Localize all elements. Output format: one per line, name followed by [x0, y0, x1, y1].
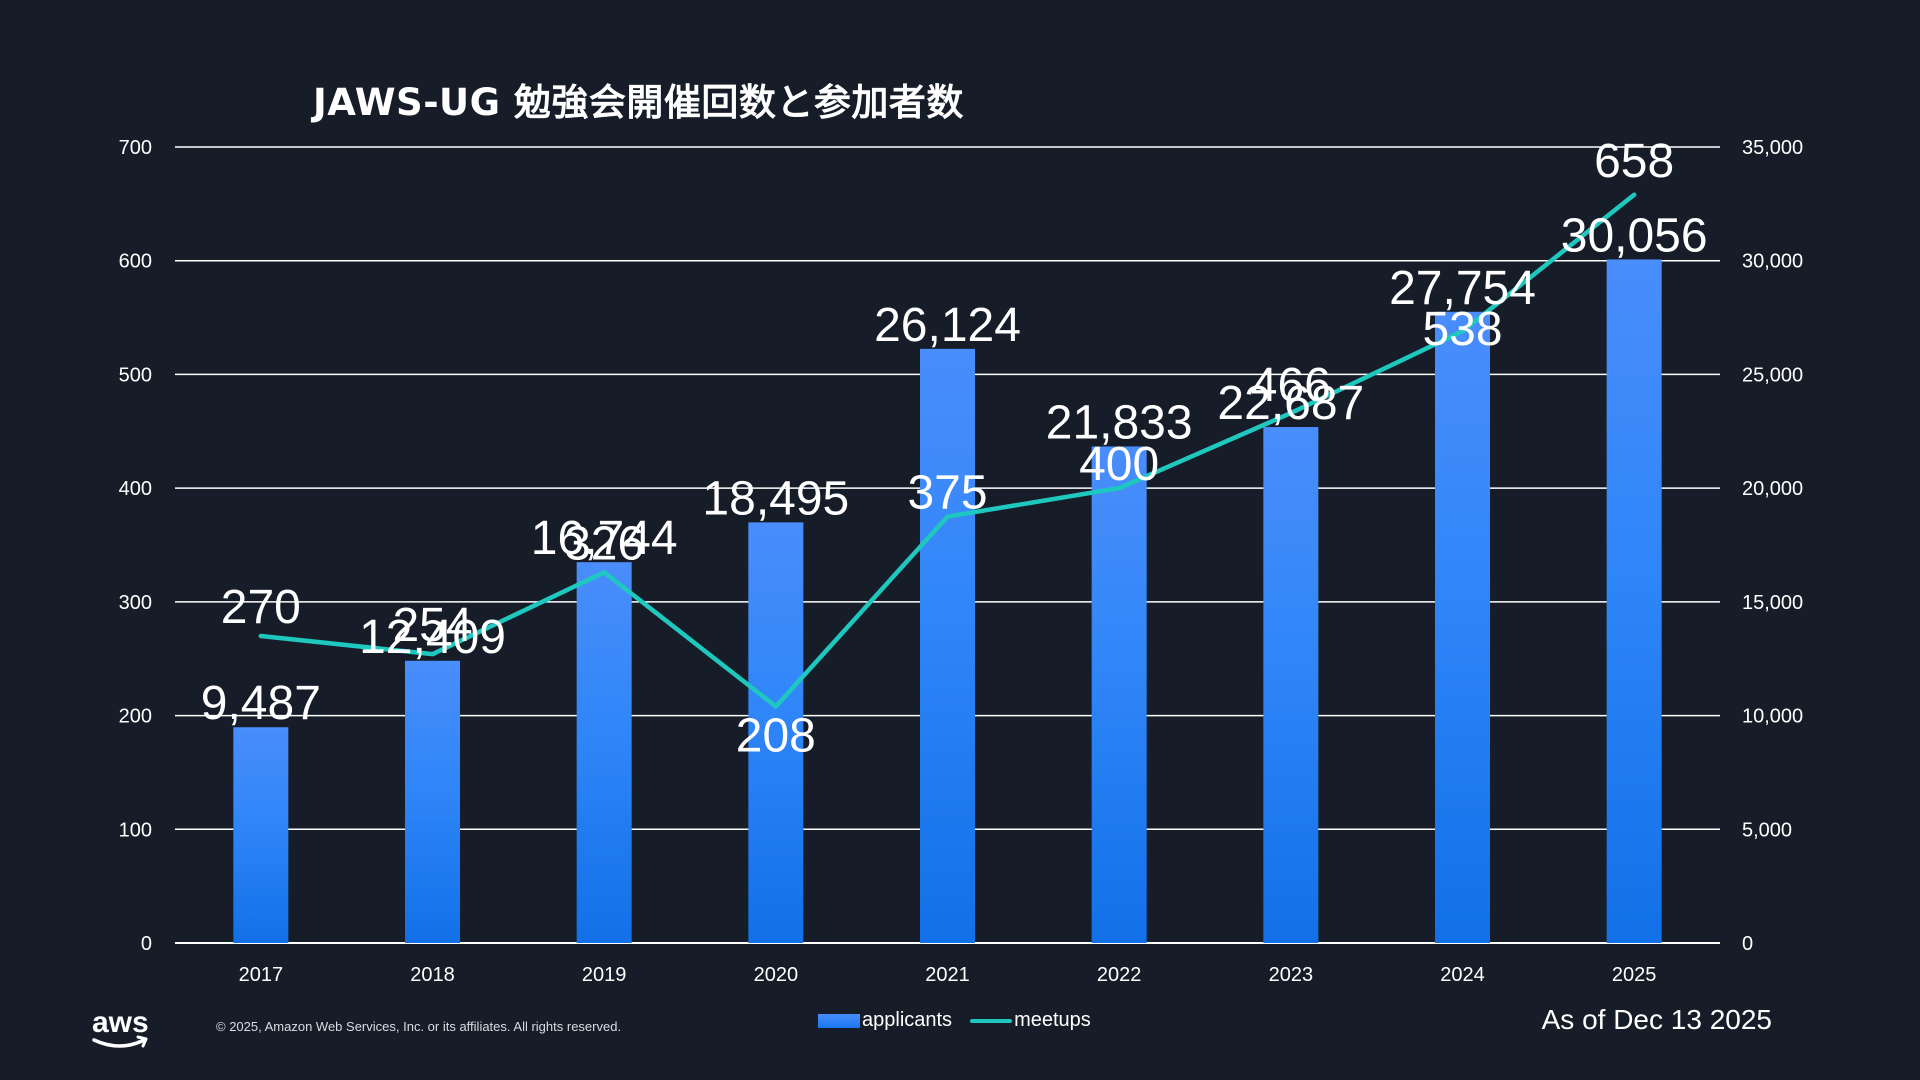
y-left-tick-label: 100 — [119, 819, 152, 841]
y-left-tick-label: 500 — [119, 364, 152, 386]
x-tick-label: 2025 — [1612, 964, 1657, 986]
x-tick-label: 2019 — [582, 964, 627, 986]
bar-series — [233, 259, 1662, 943]
x-tick-label: 2022 — [1097, 964, 1142, 986]
chart-title: JAWS-UG 勉強会開催回数と参加者数 — [313, 81, 964, 124]
data-label-applicants: 27,754 — [1389, 262, 1536, 315]
y-left-tick-label: 700 — [119, 137, 152, 159]
legend: applicants meetups — [818, 1009, 1109, 1032]
x-tick-label: 2020 — [754, 964, 799, 986]
data-label-applicants: 21,833 — [1046, 396, 1193, 449]
data-label-meetups: 400 — [1079, 438, 1159, 491]
bar-applicants — [405, 660, 460, 943]
y-right-tick-label: 5,000 — [1742, 819, 1792, 841]
data-label-meetups: 270 — [221, 581, 301, 634]
y-right-tick-label: 35,000 — [1742, 137, 1803, 159]
y-left-tick-label: 200 — [119, 706, 152, 728]
legend-swatch-meetups — [970, 1018, 1013, 1023]
bar-applicants — [1606, 259, 1662, 943]
data-label-applicants: 26,124 — [874, 299, 1021, 352]
x-tick-label: 2021 — [925, 964, 970, 986]
data-label-meetups: 254 — [392, 599, 472, 652]
y-left-tick-label: 0 — [141, 933, 152, 955]
data-label-applicants: 12,409 — [359, 611, 506, 664]
bar-applicants — [1091, 446, 1147, 943]
bar-applicants — [1263, 427, 1319, 943]
y-right-tick-label: 10,000 — [1742, 706, 1803, 728]
x-tick-label: 2018 — [410, 964, 455, 986]
data-label-applicants: 16,744 — [531, 512, 678, 565]
legend-label-meetups: meetups — [1014, 1009, 1091, 1031]
data-label-applicants: 22,687 — [1217, 377, 1364, 430]
legend-item-meetups: meetups — [970, 1009, 1091, 1032]
y-right-tick-label: 30,000 — [1742, 251, 1803, 273]
x-tick-label: 2023 — [1269, 964, 1314, 986]
data-label-meetups: 326 — [564, 517, 644, 570]
legend-label-applicants: applicants — [862, 1009, 953, 1031]
data-labels: 9,487 12,409 16,744 18,495 26,124 21,833 22,68… — [201, 135, 1708, 763]
as-of-date: As of Dec 13 2025 — [1541, 1004, 1772, 1035]
legend-item-applicants: applicants — [818, 1009, 952, 1032]
y-right-tick-label: 20,000 — [1742, 478, 1803, 500]
data-label-applicants: 30,056 — [1561, 209, 1708, 262]
x-tick-label: 2024 — [1440, 964, 1485, 986]
data-label-applicants: 18,495 — [702, 472, 849, 525]
axes: 0 100 200 300 400 500 600 700 0 5,000 10,000 15,000… — [119, 137, 1804, 986]
bar-applicants — [748, 522, 804, 943]
aws-logo-text: aws — [92, 1006, 149, 1039]
legend-swatch-applicants — [818, 1013, 860, 1028]
line-series — [258, 192, 1637, 709]
bar-applicants — [920, 348, 975, 943]
data-label-meetups: 375 — [907, 467, 987, 520]
y-left-tick-label: 400 — [119, 478, 152, 500]
x-tick-label: 2017 — [239, 964, 284, 986]
data-label-applicants: 9,487 — [201, 677, 321, 730]
y-left-tick-label: 600 — [119, 251, 152, 273]
bar-applicants — [576, 562, 632, 943]
data-label-meetups: 658 — [1594, 135, 1674, 188]
copyright-text: © 2025, Amazon Web Services, Inc. or its… — [216, 1019, 622, 1034]
aws-logo-icon: aws — [92, 1006, 149, 1048]
data-label-meetups: 538 — [1422, 303, 1502, 356]
data-label-meetups: 466 — [1251, 359, 1331, 412]
data-label-meetups: 208 — [736, 709, 816, 762]
y-right-tick-label: 15,000 — [1742, 592, 1803, 614]
y-right-tick-label: 0 — [1742, 933, 1753, 955]
y-left-tick-label: 300 — [119, 592, 152, 614]
y-right-tick-label: 25,000 — [1742, 364, 1803, 386]
bar-applicants — [1435, 311, 1490, 943]
bar-applicants — [233, 727, 289, 943]
